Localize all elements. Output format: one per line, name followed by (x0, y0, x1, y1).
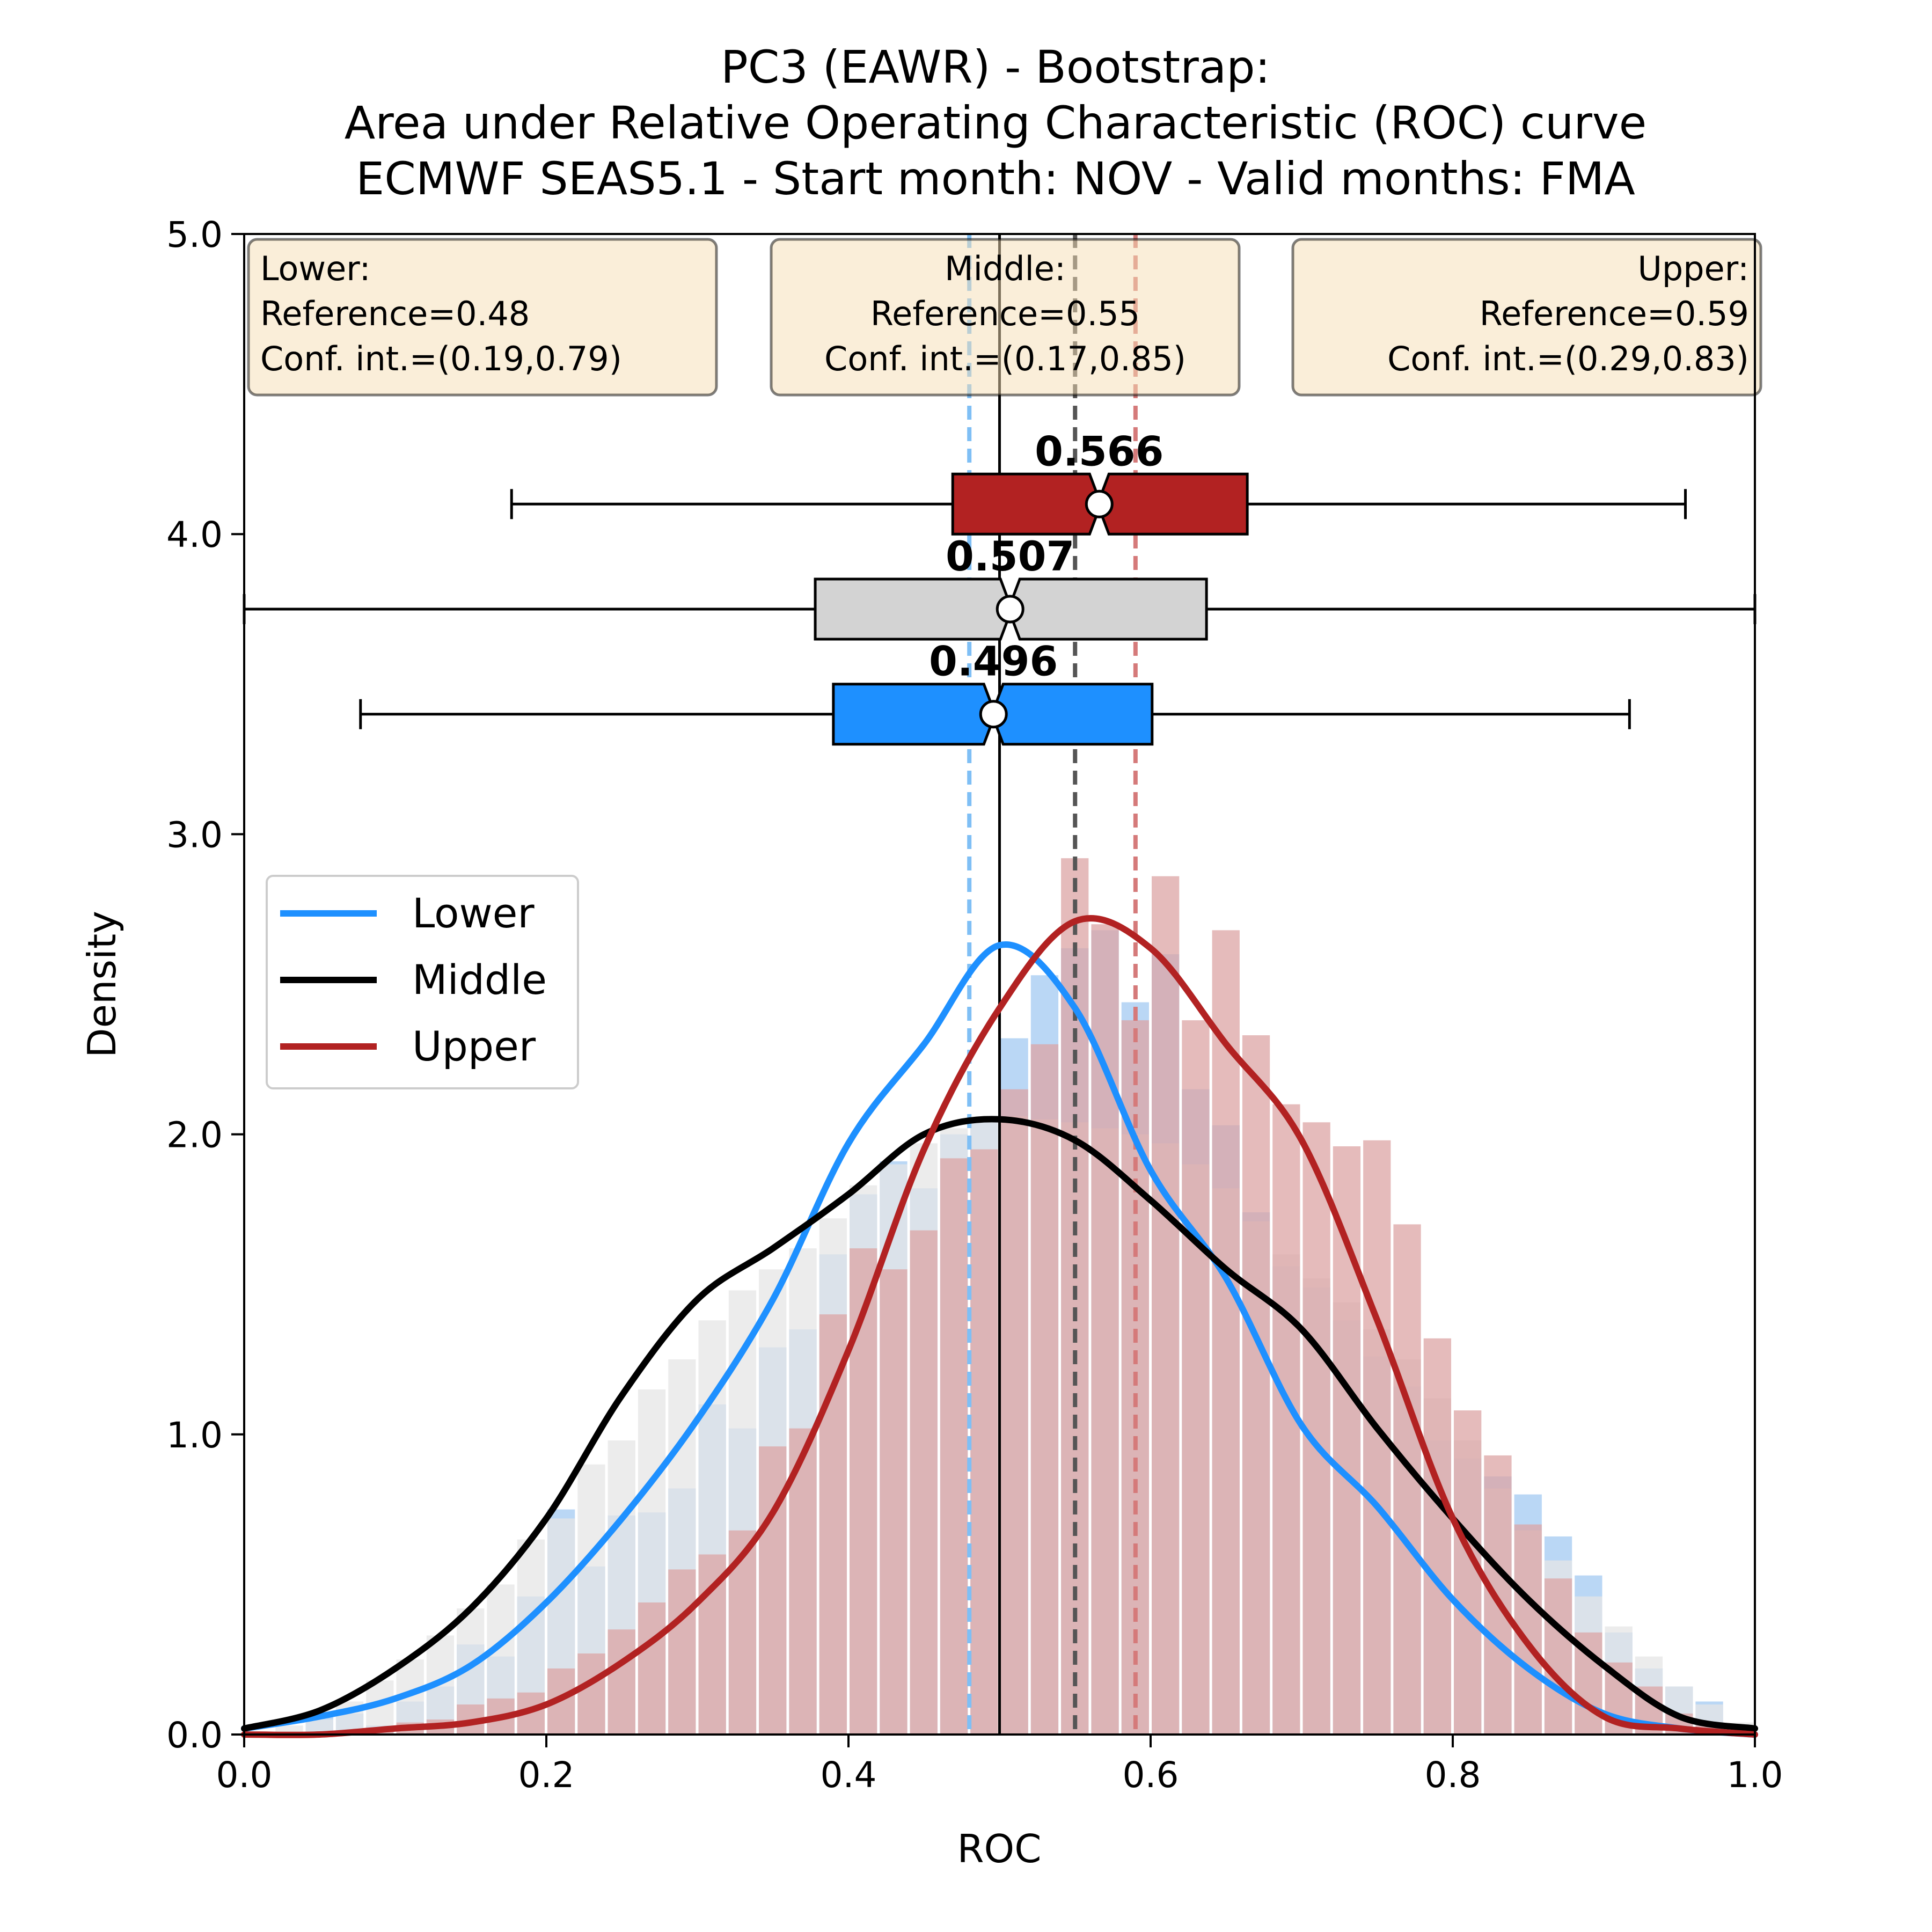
hist-bar-upper (1544, 1578, 1572, 1735)
x-tick-label: 1.0 (1727, 1754, 1783, 1796)
density-curves-layer (241, 915, 1758, 1738)
y-tick-label: 0.0 (166, 1715, 223, 1756)
plot-frame (243, 233, 1756, 1736)
mean-marker-upper (1085, 489, 1114, 518)
kde-curve-lower (241, 941, 1758, 1738)
info-box-lower (247, 238, 718, 397)
hist-bar-upper (1423, 1338, 1451, 1735)
info-text-upper-line-2: Reference=0.59 (1480, 294, 1749, 333)
mean-marker-lower (979, 700, 1008, 729)
chart-title-line-2: Area under Relative Operating Characteri… (345, 97, 1647, 149)
info-text-lower-line-1: Lower: (260, 249, 371, 288)
hist-bar-upper (880, 1269, 908, 1735)
y-tick-label: 3.0 (166, 814, 223, 855)
legend: Lower Middle Upper (266, 875, 579, 1089)
kde-curve-upper (241, 915, 1758, 1738)
kde-curve-middle (241, 1116, 1758, 1732)
y-tick-label: 4.0 (166, 514, 223, 555)
info-text-upper-line-3: Conf. int.=(0.29,0.83) (1387, 339, 1749, 378)
info-text-lower-line-3: Conf. int.=(0.19,0.79) (260, 339, 622, 378)
boxplot-layer: 0.496 0.507 0.566 (243, 427, 1757, 746)
legend-frame (266, 875, 579, 1089)
x-tick-label: 0.4 (821, 1754, 877, 1796)
chart-title-line-1: PC3 (EAWR) - Bootstrap: (721, 41, 1270, 93)
hist-bar-upper (1212, 930, 1240, 1735)
info-box-middle (770, 238, 1241, 397)
hist-bar-upper (1152, 876, 1180, 1735)
hist-bar-upper (638, 1602, 666, 1735)
x-axis-label: ROC (957, 1826, 1042, 1871)
mean-marker-middle (996, 595, 1024, 624)
y-tick-label: 1.0 (166, 1415, 223, 1456)
info-text-upper-line-1: Upper: (1637, 249, 1749, 288)
hist-bar-upper (1000, 1089, 1028, 1735)
hist-bar-upper (1030, 1044, 1059, 1735)
hist-bar-upper (1454, 1410, 1482, 1735)
median-label-upper: 0.566 (1035, 427, 1163, 475)
info-boxes-layer: Lower: Reference=0.48 Conf. int.=(0.19,0.7… (247, 238, 1762, 397)
hist-bar-upper (728, 1530, 757, 1735)
y-axis-label: Density (79, 911, 125, 1058)
x-tick-label: 0.2 (518, 1754, 575, 1796)
info-text-lower-line-2: Reference=0.48 (260, 294, 530, 333)
chart-title-line-3: ECMWF SEAS5.1 - Start month: NOV - Valid… (356, 152, 1635, 205)
hist-bar-upper (577, 1653, 605, 1735)
hist-bar-upper (940, 1158, 968, 1735)
x-tick-label: 0.6 (1123, 1754, 1179, 1796)
hist-bar-upper (970, 1149, 998, 1735)
legend-label-middle: Middle (412, 956, 547, 1004)
axes-layer: 0.0 0.2 0.4 0.6 0.8 1.0 0.0 1.0 2.0 3.0 4.0 5.0 (166, 214, 1783, 1796)
info-box-upper (1291, 238, 1762, 397)
hist-bar-upper (910, 1230, 938, 1735)
info-text-middle-line-2: Reference=0.55 (870, 294, 1140, 333)
hist-bar-upper (608, 1629, 635, 1735)
info-text-middle-line-1: Middle: (945, 249, 1066, 288)
y-tick-label: 5.0 (166, 214, 223, 255)
x-tick-label: 0.0 (216, 1754, 273, 1796)
median-label-middle: 0.507 (946, 532, 1074, 580)
median-label-lower: 0.496 (929, 638, 1058, 685)
hist-bar-upper (1242, 1035, 1270, 1735)
legend-label-upper: Upper (412, 1022, 536, 1070)
hist-bar-upper (668, 1569, 696, 1735)
info-text-middle-line-3: Conf. int.=(0.17,0.85) (824, 339, 1186, 378)
x-tick-label: 0.8 (1425, 1754, 1481, 1796)
hist-bar-upper (1182, 1020, 1210, 1735)
legend-label-lower: Lower (412, 889, 535, 937)
hist-bar-upper (1091, 924, 1119, 1735)
hist-bar-upper (819, 1314, 847, 1735)
plot-area: 0.496 0.507 0.566 Lower: Reference=0.48 Conf… (241, 233, 1762, 1738)
y-tick-label: 2.0 (166, 1115, 223, 1156)
